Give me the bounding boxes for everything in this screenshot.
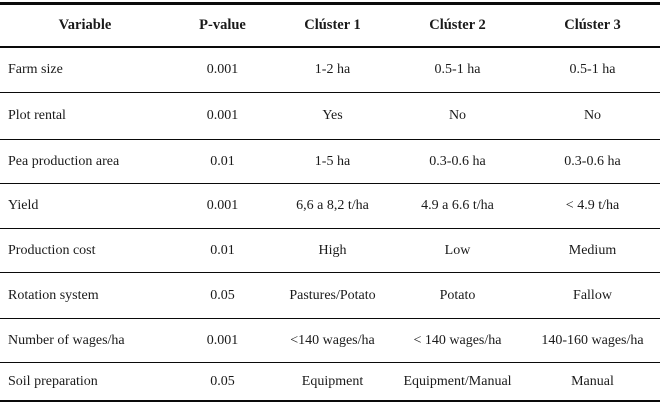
cell-cluster-1: Yes: [322, 108, 343, 124]
cell-cluster-3: Manual: [571, 373, 614, 389]
cell-p-value: 0.01: [210, 153, 235, 169]
cell-cluster-3: < 4.9 t/ha: [565, 198, 620, 214]
cell-variable: Plot rental: [8, 108, 66, 124]
table-row-plot-rental: Plot rental 0.001 Yes No No: [0, 93, 660, 140]
cell-cluster-1: Equipment: [301, 373, 364, 389]
cell-p-value: 0.001: [206, 108, 239, 124]
column-header-variable: Variable: [58, 17, 112, 34]
column-header-cluster-3: Clúster 3: [564, 17, 621, 34]
cell-p-value: 0.01: [210, 242, 235, 258]
cell-variable: Soil preparation: [8, 373, 98, 389]
cell-cluster-1: 1-5 ha: [314, 153, 351, 169]
cell-p-value: 0.05: [210, 373, 235, 389]
cell-cluster-1: <140 wages/ha: [290, 332, 375, 348]
cell-variable: Production cost: [8, 242, 96, 258]
cell-variable: Number of wages/ha: [8, 332, 125, 348]
cell-cluster-3: No: [583, 108, 602, 124]
cell-cluster-2: Equipment/Manual: [403, 373, 512, 389]
header-row: Variable P-value Clúster 1 Clúster 2 Clú…: [0, 4, 660, 47]
table-row-rotation-system: Rotation system 0.05 Pastures/Potato Pot…: [0, 273, 660, 319]
cell-cluster-1: 6,6 a 8,2 t/ha: [296, 198, 369, 214]
cell-cluster-1: Pastures/Potato: [289, 287, 376, 303]
cell-cluster-2: 0.5-1 ha: [434, 62, 481, 77]
cell-cluster-3: 0.3-0.6 ha: [564, 153, 621, 169]
cell-cluster-2: 4.9 a 6.6 t/ha: [421, 198, 494, 214]
cell-cluster-2: Potato: [439, 287, 476, 303]
cell-p-value: 0.001: [206, 198, 239, 214]
column-header-cluster-2: Clúster 2: [429, 17, 486, 34]
cell-variable: Yield: [8, 198, 39, 214]
table-row-soil-preparation: Soil preparation 0.05 Equipment Equipmen…: [0, 363, 660, 401]
cluster-comparison-table: Variable P-value Clúster 1 Clúster 2 Clú…: [0, 2, 660, 402]
table-body: Farm size 0.001 1-2 ha 0.5-1 ha 0.5-1 ha…: [0, 47, 660, 401]
table-header: Variable P-value Clúster 1 Clúster 2 Clú…: [0, 4, 660, 47]
cell-cluster-3: Medium: [568, 242, 617, 258]
cell-cluster-3: Fallow: [573, 287, 612, 303]
table-row-pea-production-area: Pea production area 0.01 1-5 ha 0.3-0.6 …: [0, 140, 660, 184]
cell-cluster-3: 0.5-1 ha: [569, 62, 616, 77]
column-header-cluster-1: Clúster 1: [304, 17, 361, 34]
table-row-number-of-wages: Number of wages/ha 0.001 <140 wages/ha <…: [0, 319, 660, 363]
cell-cluster-2: No: [448, 108, 467, 124]
cell-variable: Farm size: [8, 62, 63, 77]
cell-p-value: 0.001: [206, 332, 239, 348]
cell-cluster-2: < 140 wages/ha: [413, 332, 502, 348]
cell-p-value: 0.001: [206, 62, 239, 77]
cell-cluster-1: 1-2 ha: [314, 62, 351, 77]
cell-p-value: 0.05: [210, 287, 235, 303]
table-row-farm-size: Farm size 0.001 1-2 ha 0.5-1 ha 0.5-1 ha: [0, 47, 660, 93]
cell-variable: Pea production area: [8, 153, 120, 169]
cell-cluster-3: 140-160 wages/​ha: [541, 332, 644, 348]
cell-variable: Rotation system: [8, 287, 99, 303]
cell-cluster-1: High: [318, 242, 347, 258]
cell-cluster-2: 0.3-0.6 ha: [429, 153, 486, 169]
table-row-yield: Yield 0.001 6,6 a 8,2 t/ha 4.9 a 6.6 t/h…: [0, 184, 660, 229]
table-row-production-cost: Production cost 0.01 High Low Medium: [0, 229, 660, 273]
cell-cluster-2: Low: [444, 242, 471, 258]
column-header-p-value: P-value: [199, 17, 246, 34]
